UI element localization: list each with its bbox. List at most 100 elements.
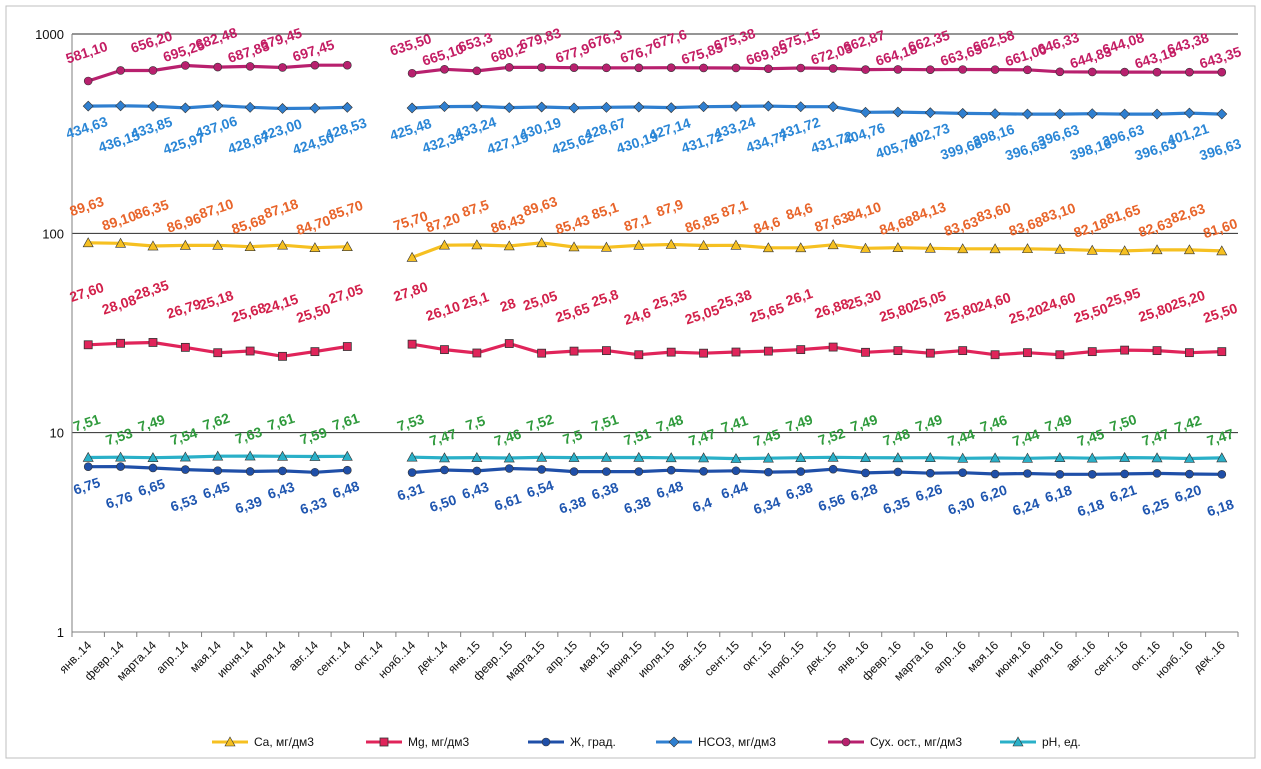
data-point [602,346,611,356]
legend-label: Сух. ост., мг/дм3 [870,735,962,749]
data-point [278,466,287,476]
data-point [699,348,708,358]
data-point [861,65,870,74]
data-point [827,101,839,113]
data-point [212,239,224,250]
data-point [180,342,190,352]
data-point [148,338,158,347]
data-point [1023,65,1032,75]
data-point [924,107,936,119]
data-point [245,467,255,476]
data-point [1054,452,1066,462]
data-point [1183,107,1195,119]
data-point [82,451,94,462]
data-point [472,66,482,76]
data-point [148,66,158,75]
legend-label: Ж, град. [570,735,616,749]
data-point [989,243,1001,254]
data-point [731,466,741,476]
legend: Ca, мг/дм3 Mg, мг/дм3 Ж, град. HCO3, мг/дм3… [212,735,1081,749]
series-group [82,60,1228,479]
data-point [1055,350,1065,360]
data-point [633,451,645,462]
data-point [1055,67,1065,77]
data-point [730,239,742,250]
data-point [827,239,839,250]
data-point [990,350,1000,360]
series-1 [83,338,1227,361]
data-point [926,65,935,74]
data-point [1023,348,1032,358]
data-point [310,467,320,477]
data-point [278,351,287,361]
data-point [471,239,483,250]
data-point [277,450,289,461]
data-point [244,101,256,113]
data-point [698,452,710,463]
data-point [213,62,223,72]
legend-item-2: Ж, град. [528,735,616,749]
data-point [764,64,773,73]
data-point [471,451,483,462]
data-point [795,101,807,113]
data-point [536,101,548,113]
series-0 [82,237,1228,262]
data-label: 7,5 [464,412,488,433]
legend-marker [1012,736,1024,747]
data-point [731,63,741,73]
data-point [116,338,125,348]
legend-item-5: pH, ед. [1000,735,1081,749]
data-point [1183,452,1195,463]
data-point [1151,108,1163,120]
y-tick-label: 10 [50,426,64,441]
data-point [699,467,708,476]
data-point [926,468,935,478]
data-point [893,65,903,74]
data-point [277,239,289,250]
data-point [666,63,676,72]
data-point [1152,469,1162,478]
data-point [440,465,449,475]
data-point [762,100,774,112]
data-point [342,342,352,351]
data-point [148,463,158,473]
data-point [536,237,548,248]
legend-marker [379,737,389,747]
data-point [698,239,710,250]
data-point [115,100,127,112]
data-point [278,63,287,72]
legend-item-3: HCO3, мг/дм3 [656,735,776,749]
data-point [213,466,223,475]
data-point [730,452,742,463]
data-point [181,465,190,474]
data-point [568,102,580,114]
legend-label: Mg, мг/дм3 [408,735,470,749]
data-point [568,241,580,252]
data-point [828,64,838,73]
data-point [1119,245,1131,256]
chart-border [5,5,1256,759]
data-point [212,450,224,461]
data-point [147,240,159,251]
data-point [1217,347,1227,357]
data-point [440,345,449,355]
data-point [1119,108,1131,120]
y-tick-label: 1000 [35,27,64,42]
data-point [1119,451,1131,462]
data-point [763,346,773,356]
data-point [958,346,968,356]
data-point [1185,348,1194,358]
data-point [1120,469,1129,479]
data-point [957,452,969,463]
data-point [309,450,321,461]
data-point [1054,108,1066,120]
data-point [1152,346,1162,356]
data-point [602,467,611,476]
data-point [341,241,353,251]
data-point [633,239,645,250]
data-point [471,100,483,112]
legend-marker [224,736,236,747]
data-point [1021,452,1033,463]
data-point [407,68,417,78]
